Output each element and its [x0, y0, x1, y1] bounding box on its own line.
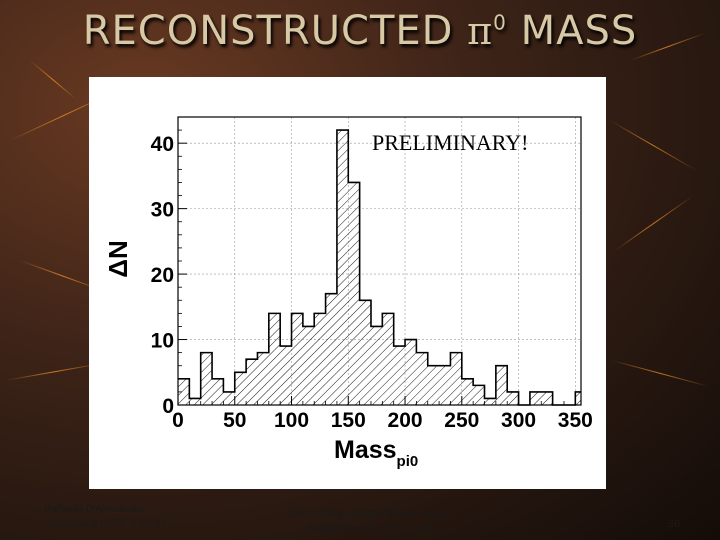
slide-title: RECONSTRUCTED π0 MASS	[0, 8, 720, 54]
title-suffix: MASS	[506, 8, 638, 54]
histogram-bar	[507, 391, 519, 405]
x-tick-label: 50	[223, 409, 246, 432]
histogram-bar	[495, 365, 508, 405]
histogram-bar	[529, 391, 542, 405]
histogram-bar	[461, 378, 474, 405]
x-tick-label: 0	[172, 409, 184, 432]
footer-conference-line1: CRIS 2008 - Malfa, Salina Island,	[288, 508, 452, 520]
y-tick-label: 40	[151, 133, 174, 156]
title-prefix: RECONSTRUCTED	[82, 8, 468, 54]
histogram-bar	[575, 391, 581, 405]
footer-page-number: 36	[668, 518, 681, 530]
histogram-bar	[359, 300, 371, 405]
pi-symbol: π	[467, 9, 494, 53]
y-axis-label: ΔN	[103, 240, 133, 277]
histogram-bar	[291, 313, 303, 405]
histogram-bar	[223, 391, 235, 405]
histogram-bar	[416, 352, 428, 405]
histogram-bar	[405, 339, 417, 405]
x-axis-label-main: Mass	[334, 436, 397, 464]
x-tick-label: 300	[501, 409, 536, 432]
histogram-chart: 0 50 100 150 200 250 300 350 0 10 20 30 40 PRELIMINA…	[103, 116, 593, 470]
footer-author-name: Raffaello D'Alessandro	[44, 504, 146, 515]
histogram-bar	[336, 130, 349, 405]
histogram-bar	[473, 385, 485, 405]
x-tick-label: 100	[274, 409, 309, 432]
y-tick-label: 10	[151, 330, 174, 353]
histogram-outline	[178, 129, 581, 406]
histogram-bar	[541, 391, 553, 405]
x-tick-label: 350	[558, 409, 593, 432]
histogram-bar	[427, 365, 440, 405]
background-streak	[29, 60, 77, 100]
chart-panel: 0 50 100 150 200 250 300 350 0 10 20 30 40 PRELIMINA…	[89, 77, 606, 489]
y-tick-label: 30	[151, 199, 174, 222]
background-streak	[611, 360, 709, 387]
histogram-bar	[280, 346, 292, 405]
y-tick-label: 20	[151, 264, 174, 287]
x-tick-label: 250	[444, 409, 479, 432]
y-tick-label: 0	[162, 395, 174, 418]
bars-layer	[178, 130, 581, 405]
histogram-bar	[212, 378, 224, 405]
histogram-bar	[484, 398, 496, 405]
histogram-bar	[439, 365, 451, 405]
histogram-bar	[348, 182, 360, 405]
histogram-bar	[246, 359, 258, 405]
histogram-bar	[325, 293, 337, 405]
footer-author-affiliation: Università & INFN - Firenze	[44, 518, 167, 529]
histogram-bar	[393, 346, 406, 405]
footer-author: Raffaello D'Alessandro Università & INFN…	[44, 503, 166, 531]
histogram-bar	[370, 326, 383, 405]
histogram-bar	[189, 398, 201, 405]
x-axis-label-subscript: pi0	[397, 453, 419, 470]
histogram-bar	[314, 313, 326, 405]
x-tick-label: 150	[331, 409, 366, 432]
histogram-bar	[450, 352, 462, 405]
footer-conference-line2: September 15 - 19 , 2008	[307, 523, 433, 535]
histogram-bar	[268, 313, 281, 405]
background-streak	[609, 120, 697, 171]
ticks-layer: 0 50 100 150 200 250 300 350 0 10 20 30 40	[151, 116, 593, 432]
preliminary-annotation: PRELIMINARY!	[372, 130, 528, 155]
background-streak	[614, 195, 694, 251]
x-tick-label: 200	[388, 409, 423, 432]
histogram-bar	[234, 372, 247, 405]
footer-conference: CRIS 2008 - Malfa, Salina Island, Septem…	[240, 507, 500, 537]
histogram-bar	[302, 326, 315, 405]
title-superscript: 0	[493, 10, 507, 35]
histogram-bar	[257, 352, 269, 405]
histogram-bar	[178, 378, 190, 405]
x-axis-label: Masspi0	[334, 436, 418, 470]
histogram-bar	[200, 352, 213, 405]
histogram-bar	[382, 313, 394, 405]
